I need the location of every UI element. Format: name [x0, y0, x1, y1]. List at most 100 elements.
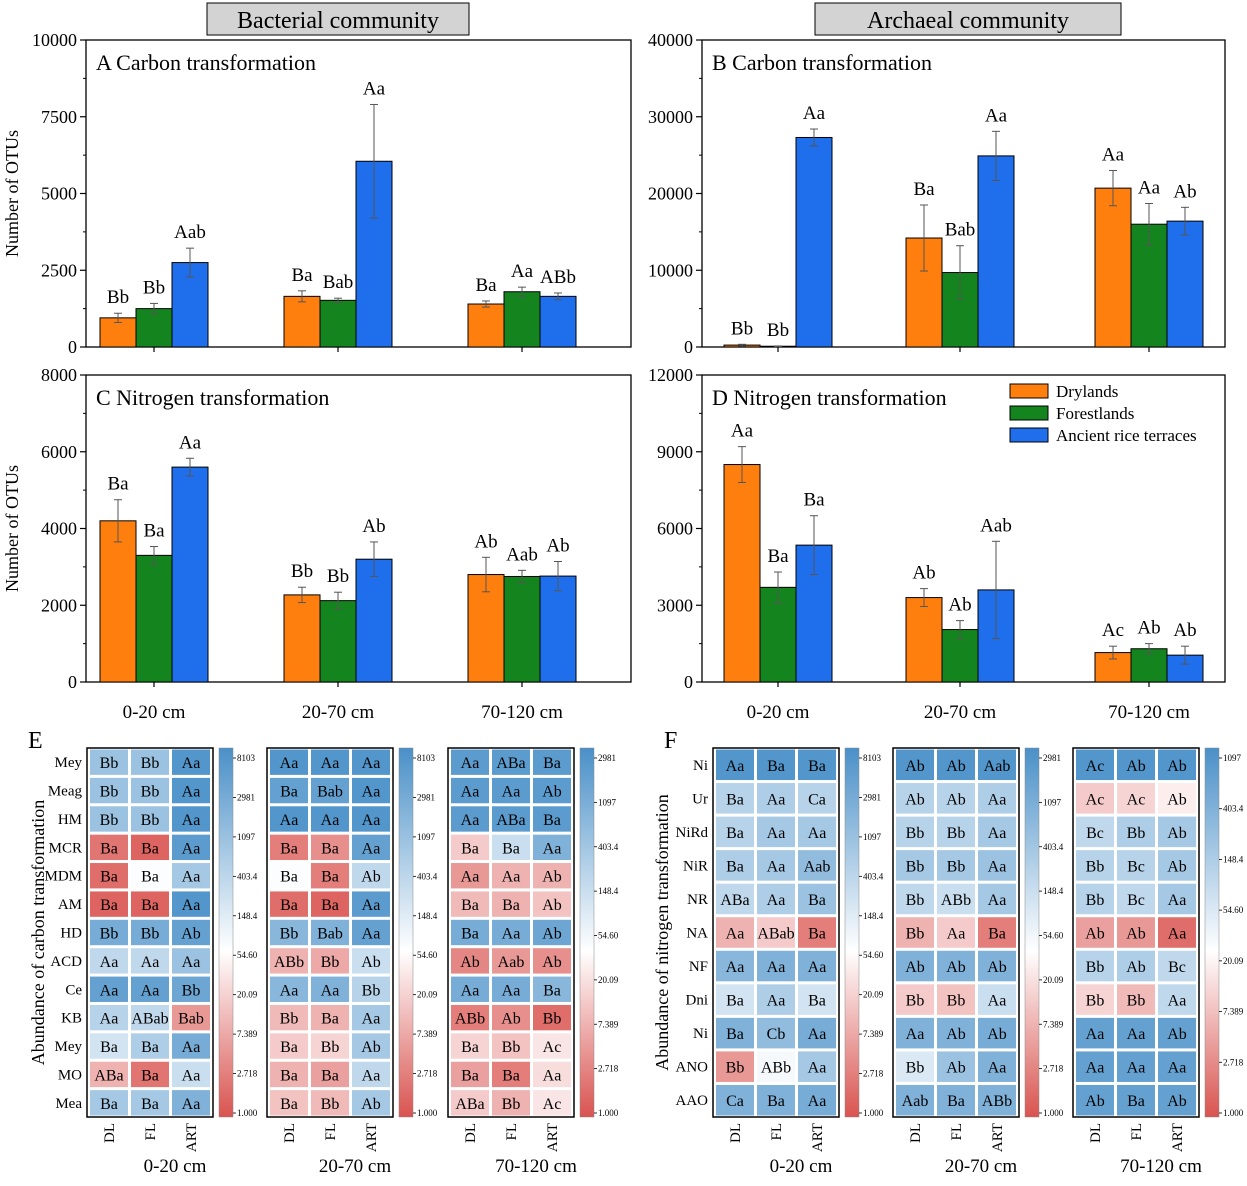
panel-e-cell-label: Aa [321, 982, 340, 999]
panel-e-cell-label: Ba [321, 897, 339, 914]
panel-e-cell [90, 777, 128, 804]
panel-f-cell-label: Ba [726, 791, 744, 808]
panel-d-ytick-label: 3000 [657, 595, 693, 615]
panel-f-cell-label: Ba [808, 892, 826, 909]
panel-e-colorbar-tick-label: 148.4 [598, 886, 619, 896]
panel-b-sig-label: Aa [985, 105, 1008, 126]
panel-f-cell-label: Ba [808, 993, 826, 1010]
panel-f-cell [798, 883, 836, 915]
panel-e-cell-label: Ba [543, 812, 561, 829]
panel-e-cell [451, 1061, 489, 1088]
panel-d-bar-drylands-1 [905, 597, 943, 683]
panel-e-row-label: MO [58, 1067, 82, 1083]
panel-e-label: E [28, 728, 43, 754]
panel-f-cell [896, 1017, 934, 1049]
panel-e-cell [172, 806, 210, 832]
panel-b-ytick-label: 40000 [648, 30, 693, 50]
archaeal-header-box [814, 2, 1122, 36]
panel-f-cell [1158, 917, 1196, 948]
panel-f-cell-label: Ba [1127, 1093, 1145, 1110]
panel-e-cell-label: ABb [274, 954, 304, 971]
panel-e-cell [131, 976, 169, 1002]
panel-f-cell [716, 917, 754, 948]
panel-f-col-label: FL [1129, 1123, 1145, 1141]
panel-e-cell [270, 1033, 308, 1059]
panel-f-cell-label: Ab [1126, 959, 1146, 976]
panel-f-cell [896, 816, 934, 848]
panel-b-ytick-label: 10000 [648, 260, 693, 280]
panel-e-col-label: FL [143, 1123, 159, 1141]
panel-c-bar-ancient-rice-terraces-2 [539, 575, 577, 683]
panel-e-colorbar [579, 747, 595, 1118]
panel-f-cell [1158, 950, 1196, 982]
panel-e-cell [270, 777, 308, 804]
panel-d-xtick-label: 0-20 cm [747, 702, 810, 723]
panel-e-cell [311, 1061, 349, 1088]
panel-e-cell-label: Aa [182, 784, 201, 801]
panel-e-cell-label: ABab [131, 1011, 168, 1028]
panel-f-cell-label: Ab [1126, 758, 1146, 775]
panel-e-colorbar-tick-label: 1097 [598, 797, 617, 807]
panel-e-col-label: FL [504, 1123, 520, 1141]
panel-e-cell [352, 1033, 390, 1059]
panel-e-cell [451, 1033, 489, 1059]
panel-e-col-label: DL [282, 1123, 298, 1143]
panel-e-colorbar-tick-label: 2.718 [417, 1069, 438, 1079]
panel-e-cell [311, 1090, 349, 1116]
panel-f-cell-label: Bc [1168, 959, 1186, 976]
archaeal-header: Archaeal community [867, 8, 1069, 34]
panel-e-cell-label: Aa [182, 812, 201, 829]
panel-e-row-label: Ce [65, 982, 82, 998]
panel-e-colorbar-tick-label: 1097 [237, 832, 256, 842]
panel-e-colorbar-tick-label: 54.60 [237, 950, 258, 960]
panel-f-cell [716, 984, 754, 1015]
panel-a-sig-label: Aa [363, 78, 386, 99]
panel-e-cell-label: Aa [543, 840, 562, 857]
panel-e-cell-label: Bab [317, 784, 343, 801]
panel-e-colorbar-tick-label: 20.09 [598, 975, 619, 985]
panel-f-cell-label: Ab [905, 791, 925, 808]
panel-f-cell [716, 749, 754, 781]
panel-e-cell-label: Ab [460, 954, 480, 971]
panel-f-cell [896, 883, 934, 915]
panel-f-colorbar-tick-label: 148.4 [1223, 854, 1244, 864]
panel-f-colorbar-tick-label: 148.4 [863, 911, 884, 921]
bacterial-header-box [206, 2, 470, 36]
panel-d-sig-label: Ab [1137, 618, 1160, 639]
panel-f-cell-label: Aa [767, 959, 786, 976]
panel-a-sig-label: ABb [540, 267, 576, 288]
panel-c-ytick-label: 0 [68, 672, 77, 692]
panel-f-cell-label: Ab [1167, 1026, 1187, 1043]
panel-f-cell-label: Aa [1086, 1060, 1105, 1077]
panel-e-row-label: Mea [55, 1096, 82, 1112]
panel-f-cell [716, 883, 754, 915]
panel-e-cell [270, 806, 308, 832]
panel-f-cell [978, 816, 1016, 848]
panel-f-row-label: NiR [683, 858, 708, 874]
panel-e-cell [352, 976, 390, 1002]
panel-e-colorbar-tick-label: 403.4 [237, 871, 258, 881]
panel-c-sig-label: Ab [362, 516, 385, 537]
panel-f-cell-label: Ba [947, 1093, 965, 1110]
panel-f-cell-label: ABb [761, 1060, 791, 1077]
panel-e-cell [533, 834, 571, 861]
panel-f-colorbar-tick-label: 20.09 [863, 990, 884, 1000]
panel-e-cell-label: Ac [543, 1039, 562, 1056]
panel-f-cell [896, 749, 934, 781]
panel-f-cell-label: Ba [726, 858, 744, 875]
panel-e-cell [451, 1004, 489, 1031]
panel-f-colorbar-tick-label: 7.389 [863, 1029, 884, 1039]
panel-f-cell [1158, 850, 1196, 881]
panel-f-cell [896, 783, 934, 814]
panel-e-cell [492, 1061, 530, 1088]
panel-b-bar-drylands-2 [1094, 187, 1132, 348]
panel-f-cell [757, 1017, 795, 1049]
panel-a-sig-label: Bb [107, 287, 129, 308]
panel-c-sig-label: Bb [327, 566, 349, 587]
panel-f-cell [798, 783, 836, 814]
panel-f-cell-label: Ab [1167, 758, 1187, 775]
panel-e-colorbar-tick-label: 54.60 [598, 931, 619, 941]
panel-e-cell-label: Bb [280, 1011, 299, 1028]
panel-f-cell [978, 950, 1016, 982]
